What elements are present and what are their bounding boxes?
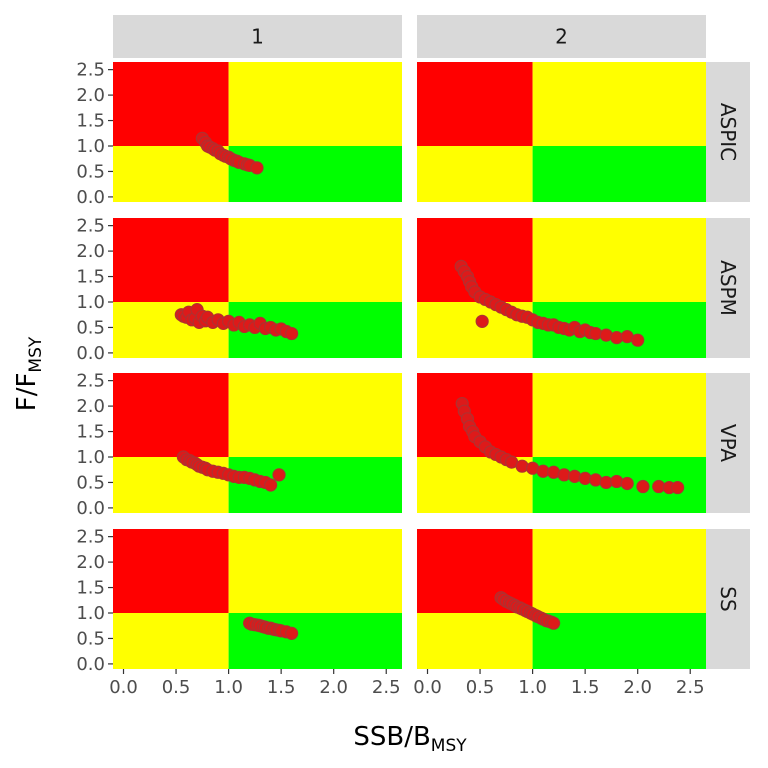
x-tick-label: 0.0 bbox=[413, 677, 442, 698]
x-tick-label: 1.0 bbox=[518, 677, 547, 698]
x-tick-label: 0.5 bbox=[162, 677, 191, 698]
y-tick-label: 0.5 bbox=[76, 317, 105, 338]
row-strip-ss bbox=[706, 529, 750, 669]
y-axis-title-sub: MSY bbox=[26, 336, 46, 372]
y-tick-label: 2.5 bbox=[76, 371, 105, 392]
quadrant-yellow-top bbox=[228, 373, 402, 457]
quadrant-yellow-top bbox=[532, 373, 706, 457]
quadrant-red bbox=[113, 218, 229, 302]
quadrant-yellow-bottom bbox=[113, 146, 229, 202]
data-point bbox=[515, 459, 529, 473]
row-strip-label-aspm: ASPM bbox=[716, 260, 740, 316]
y-tick-label: 1.5 bbox=[76, 422, 105, 443]
x-tick-label: 2.5 bbox=[372, 677, 401, 698]
x-tick-label: 0.0 bbox=[109, 677, 138, 698]
y-tick-label: 2.0 bbox=[76, 552, 105, 573]
x-axis-title-sub: MSY bbox=[431, 736, 467, 756]
y-tick-label: 0.0 bbox=[76, 498, 105, 519]
x-tick-label: 2.0 bbox=[319, 677, 348, 698]
quadrant-red bbox=[417, 62, 533, 146]
row-strip-aspm bbox=[706, 218, 750, 358]
row-strip-label-aspic: ASPIC bbox=[716, 103, 740, 161]
y-tick-label: 2.5 bbox=[76, 60, 105, 81]
data-point bbox=[250, 161, 264, 175]
y-tick-label: 1.0 bbox=[76, 447, 105, 468]
quadrant-yellow-top bbox=[532, 62, 706, 146]
y-tick-label: 0.5 bbox=[76, 628, 105, 649]
panel-ss-1 bbox=[113, 529, 402, 669]
quadrant-green bbox=[532, 146, 706, 202]
x-axis-title-main: SSB/B bbox=[353, 722, 430, 752]
data-point bbox=[636, 479, 650, 494]
quadrant-yellow-bottom bbox=[417, 613, 533, 669]
panel-vpa-2 bbox=[417, 373, 706, 513]
data-point bbox=[285, 626, 299, 640]
data-point bbox=[264, 478, 278, 492]
quadrant-red bbox=[113, 529, 229, 613]
y-tick-label: 2.0 bbox=[76, 85, 105, 106]
quadrant-yellow-bottom bbox=[417, 146, 533, 202]
data-point bbox=[620, 476, 634, 491]
data-point bbox=[610, 474, 624, 489]
data-point bbox=[547, 616, 561, 630]
y-tick-label: 0.5 bbox=[76, 161, 105, 182]
column-strip-label-1: 1 bbox=[251, 25, 264, 49]
y-tick-label: 1.5 bbox=[76, 111, 105, 132]
panel-aspic-2 bbox=[417, 62, 706, 202]
y-tick-label: 2.0 bbox=[76, 396, 105, 417]
y-tick-label: 1.5 bbox=[76, 578, 105, 599]
y-tick-label: 0.0 bbox=[76, 654, 105, 675]
y-axis-title: F/FMSY bbox=[12, 336, 46, 411]
y-tick-label: 1.0 bbox=[76, 292, 105, 313]
column-strip-1 bbox=[113, 15, 402, 58]
row-strip-label-vpa: VPA bbox=[716, 424, 740, 462]
row-strip-aspic bbox=[706, 62, 750, 202]
y-tick-label: 2.5 bbox=[76, 216, 105, 237]
data-point bbox=[631, 333, 645, 347]
data-point bbox=[272, 468, 286, 482]
quadrant-red bbox=[113, 373, 229, 457]
panel-aspic-1 bbox=[113, 62, 402, 202]
panel-aspm-1 bbox=[113, 218, 402, 358]
y-tick-label: 0.0 bbox=[76, 187, 105, 208]
x-tick-label: 2.0 bbox=[623, 677, 652, 698]
y-tick-label: 2.5 bbox=[76, 527, 105, 548]
y-tick-label: 2.0 bbox=[76, 241, 105, 262]
quadrant-yellow-bottom bbox=[113, 302, 229, 358]
y-tick-label: 1.0 bbox=[76, 603, 105, 624]
quadrant-yellow-top bbox=[228, 218, 402, 302]
x-tick-label: 1.5 bbox=[267, 677, 296, 698]
column-strip-2 bbox=[417, 15, 706, 58]
y-axis-title-main: F/F bbox=[12, 373, 42, 412]
quadrant-yellow-top bbox=[228, 529, 402, 613]
x-tick-label: 1.5 bbox=[571, 677, 600, 698]
x-tick-label: 2.5 bbox=[676, 677, 705, 698]
panel-aspm-2 bbox=[417, 218, 706, 358]
quadrant-yellow-top bbox=[228, 62, 402, 146]
panel-vpa-1 bbox=[113, 373, 402, 513]
data-point bbox=[285, 326, 299, 341]
x-tick-label: 0.5 bbox=[466, 677, 495, 698]
data-point bbox=[671, 480, 685, 495]
data-point bbox=[568, 469, 582, 483]
y-tick-label: 1.0 bbox=[76, 136, 105, 157]
x-axis-title: SSB/BMSY bbox=[353, 722, 467, 756]
quadrant-yellow-bottom bbox=[113, 613, 229, 669]
row-strip-label-ss: SS bbox=[716, 586, 740, 611]
row-strip-vpa bbox=[706, 373, 750, 513]
quadrant-yellow-top bbox=[532, 218, 706, 302]
y-tick-label: 1.5 bbox=[76, 267, 105, 288]
data-point bbox=[475, 314, 489, 328]
y-tick-label: 0.0 bbox=[76, 343, 105, 364]
quadrant-red bbox=[113, 62, 229, 146]
column-strip-label-2: 2 bbox=[555, 25, 568, 49]
quadrant-green bbox=[532, 613, 706, 669]
quadrant-yellow-top bbox=[532, 529, 706, 613]
y-tick-label: 0.5 bbox=[76, 472, 105, 493]
x-tick-label: 1.0 bbox=[214, 677, 243, 698]
panel-ss-2 bbox=[417, 529, 706, 669]
